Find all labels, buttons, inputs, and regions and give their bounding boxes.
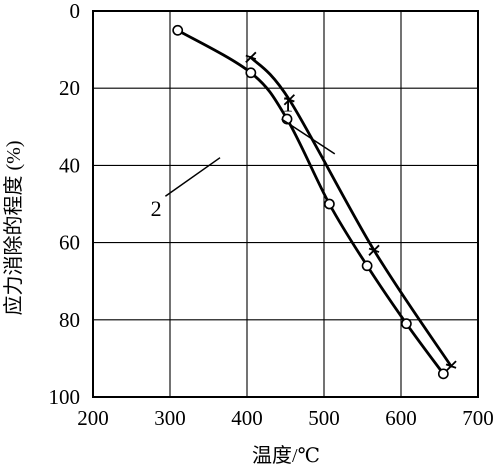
series-markers [172,24,457,380]
series-1-point-0 [245,51,257,63]
series-1-point-2 [368,244,380,256]
x-axis-title: 温度/℃ [252,444,320,467]
y-tick-label-0: 0 [70,0,81,23]
series-1-point-3 [445,360,457,372]
x-tick-label-300: 300 [154,406,186,430]
y-tick-labels: 0 20 40 60 80 100 [49,0,81,409]
x-tick-label-600: 600 [385,406,417,430]
x-tick-label-500: 500 [308,406,340,430]
series-2-point-1 [245,67,257,79]
series-1-line [249,55,453,368]
series-2-label: 2 [151,196,162,221]
series-leaders: 12 [151,92,336,221]
series-2-point-3 [323,198,335,210]
y-tick-label-60: 60 [59,231,80,255]
series-2-point-0 [172,24,184,36]
series-1-leader-line [281,118,336,155]
y-tick-label-80: 80 [59,308,80,332]
series-2-point-5 [400,318,412,330]
x-tick-label-200: 200 [77,406,109,430]
y-tick-label-20: 20 [59,76,80,100]
y-axis-title: 应力消除的程度 (%) [2,141,25,316]
series-2-leader-line [164,157,221,197]
y-tick-label-40: 40 [59,153,80,177]
x-tick-label-400: 400 [231,406,263,430]
y-tick-label-100: 100 [49,385,81,409]
series-1-point-1 [283,94,295,106]
series-1-label: 1 [282,92,293,117]
plot-frame [92,10,479,398]
series-2-point-6 [437,368,449,380]
series-2-point-4 [361,260,373,272]
x-tick-label-700: 700 [462,406,494,430]
x-tick-labels: 200 300 400 500 600 700 [77,406,494,430]
